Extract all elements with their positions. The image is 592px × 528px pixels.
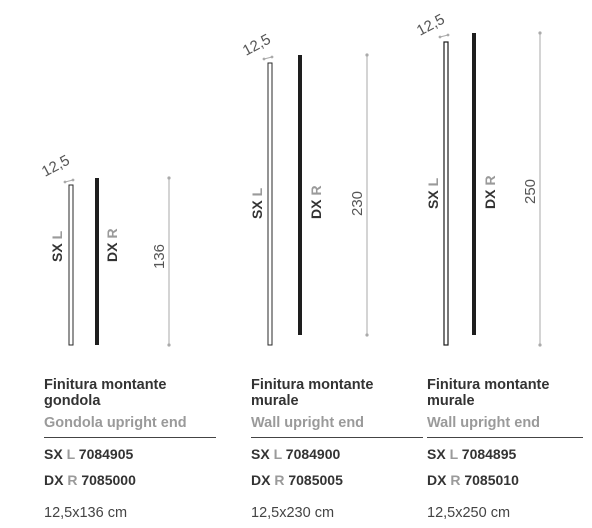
dimension-dot	[446, 33, 450, 37]
dimension-dot	[167, 176, 171, 180]
product-info-wall-230: Finitura montante murale Wall upright en…	[251, 377, 423, 522]
product-title-it: Finitura montante murale	[427, 377, 550, 409]
dimension-dot	[167, 343, 171, 347]
right-upright-profile	[472, 33, 476, 335]
dimension-dot	[365, 333, 369, 337]
product-size: 12,5x136 cm	[44, 505, 128, 521]
code-right: DX R 7085010	[427, 472, 519, 488]
dimension-dot	[538, 343, 542, 347]
dimension-dot	[365, 53, 369, 57]
left-side-tag: SXL	[249, 187, 265, 219]
height-label: 250	[522, 179, 539, 204]
left-upright-profile	[68, 184, 74, 346]
product-title-it: Finitura montante gondola	[44, 377, 167, 409]
product-title-en: Wall upright end	[427, 415, 541, 431]
product-title-en: Gondola upright end	[44, 415, 187, 431]
divider	[427, 437, 583, 438]
product-info-wall-250: Finitura montante murale Wall upright en…	[427, 377, 583, 522]
code-left: SX L 7084905	[44, 446, 134, 462]
code-left: SX L 7084900	[251, 446, 341, 462]
code-left: SX L 7084895	[427, 446, 517, 462]
left-upright-profile	[267, 62, 273, 346]
product-title-en: Wall upright end	[251, 415, 365, 431]
product-size: 12,5x250 cm	[427, 505, 511, 521]
dimension-dot	[262, 57, 266, 61]
right-side-tag: DXR	[104, 228, 120, 262]
left-side-tag: SXL	[425, 177, 441, 209]
wall-230-diagram: 12,5 SXL DXR 230	[240, 31, 369, 346]
dimension-dot	[538, 31, 542, 35]
code-right: DX R 7085000	[44, 472, 136, 488]
left-side-tag: SXL	[49, 230, 65, 262]
product-title-it: Finitura montante murale	[251, 377, 374, 409]
dimension-dot	[438, 35, 442, 39]
divider	[44, 437, 216, 438]
gondola-diagram: 12,5 SXL DXR 136	[39, 152, 171, 347]
width-label: 12,5	[240, 31, 274, 60]
right-upright-profile	[298, 55, 302, 335]
left-upright-profile	[443, 41, 449, 346]
dimension-dot	[63, 180, 67, 184]
right-side-tag: DXR	[482, 175, 498, 209]
height-label: 136	[151, 244, 168, 269]
height-label: 230	[349, 191, 366, 216]
dimension-dot	[71, 178, 75, 182]
product-info-gondola: Finitura montante gondola Gondola uprigh…	[44, 377, 216, 522]
dimension-dot	[270, 55, 274, 59]
product-size: 12,5x230 cm	[251, 505, 335, 521]
code-right: DX R 7085005	[251, 472, 343, 488]
wall-250-diagram: 12,5 SXL DXR 250	[414, 11, 542, 347]
right-side-tag: DXR	[308, 185, 324, 219]
width-label: 12,5	[414, 11, 448, 40]
product-diagrams: 12,5 SXL DXR 136 12,5 SXL DXR 230 12,5	[39, 11, 542, 347]
width-label: 12,5	[39, 152, 73, 181]
divider	[251, 437, 423, 438]
right-upright-profile	[95, 178, 99, 345]
